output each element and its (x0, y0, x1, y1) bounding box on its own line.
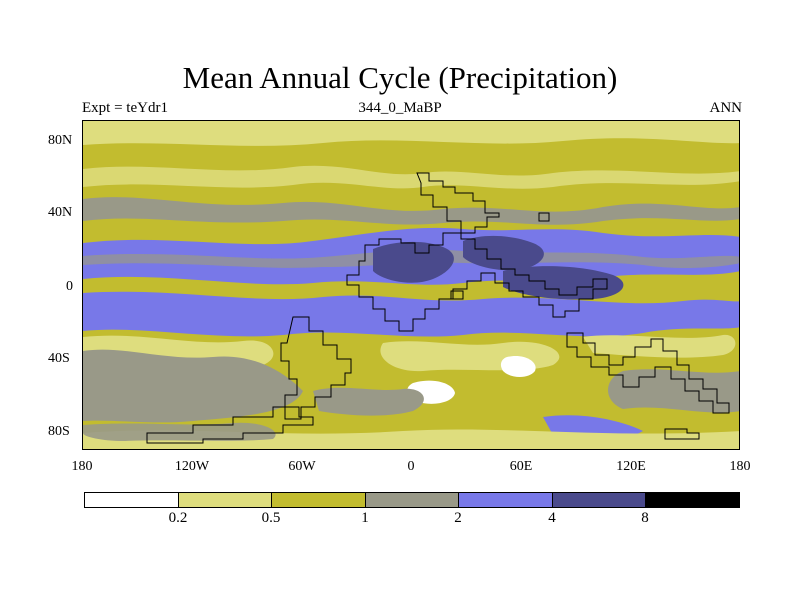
colorbar-seg-2 (178, 493, 273, 507)
time-label: 344_0_MaBP (358, 100, 442, 116)
band-polar-north (83, 121, 739, 146)
island-outline-2 (450, 290, 464, 300)
central-continent-outline (346, 232, 608, 332)
chart-title: Mean Annual Cycle (Precipitation) (182, 60, 618, 95)
wet-core-2 (463, 235, 544, 271)
x-tick-120w: 120W (174, 459, 210, 474)
wet-core-1 (373, 241, 454, 283)
y-tick-0: 0 (66, 279, 73, 294)
colorbar-seg-3 (272, 493, 366, 507)
x-tick-180e: 180 (729, 459, 751, 474)
y-tick-40n: 40N (48, 205, 73, 220)
island-outline (538, 212, 550, 222)
continent-outlines (146, 172, 730, 444)
southern-ocean-east (608, 369, 739, 413)
x-tick-0: 0 (407, 459, 415, 474)
colorbar-label-1: 1 (361, 510, 369, 526)
colorbar-label-0.5: 0.5 (261, 510, 281, 526)
band-north-dry (83, 165, 739, 189)
southern-continent-outline (146, 406, 314, 444)
y-tick-40s: 40S (48, 351, 70, 366)
band-itcz-south (83, 291, 739, 337)
colorbar-seg-4 (365, 493, 460, 507)
colorbar-label-8: 8 (641, 510, 649, 526)
colorbar-label-2: 2 (454, 510, 462, 526)
band-north-storm (83, 197, 739, 225)
x-tick-60w: 60W (288, 459, 316, 474)
colorbar-seg-5 (459, 493, 553, 507)
small-island-outline (664, 428, 700, 440)
precipitation-map (82, 120, 740, 450)
colorbar-seg-6 (552, 493, 647, 507)
very-dry-spot-2 (500, 355, 536, 377)
northern-continent-outline (416, 172, 500, 234)
x-tick-180w: 180 (71, 459, 93, 474)
colorbar-seg-1 (85, 493, 179, 507)
y-tick-80s: 80S (48, 424, 70, 439)
eastern-continent-outline (566, 332, 730, 414)
x-tick-120e: 120E (616, 459, 646, 474)
colorbar-label-0.2: 0.2 (168, 510, 188, 526)
colorbar-seg-7 (646, 493, 740, 507)
colorbar-label-4: 4 (548, 510, 556, 526)
map-svg (83, 121, 739, 449)
dry-south-3 (583, 334, 736, 358)
southern-ocean-west (83, 349, 303, 423)
western-continent-outline (280, 316, 352, 420)
experiment-label: Expt = teYdr1 (82, 100, 168, 116)
x-tick-60e: 60E (509, 459, 533, 474)
season-label: ANN (709, 100, 743, 116)
southern-ocean-mid (313, 387, 424, 416)
colorbar (84, 492, 740, 508)
antarctic-grey (83, 422, 276, 441)
y-tick-80n: 80N (48, 133, 73, 148)
